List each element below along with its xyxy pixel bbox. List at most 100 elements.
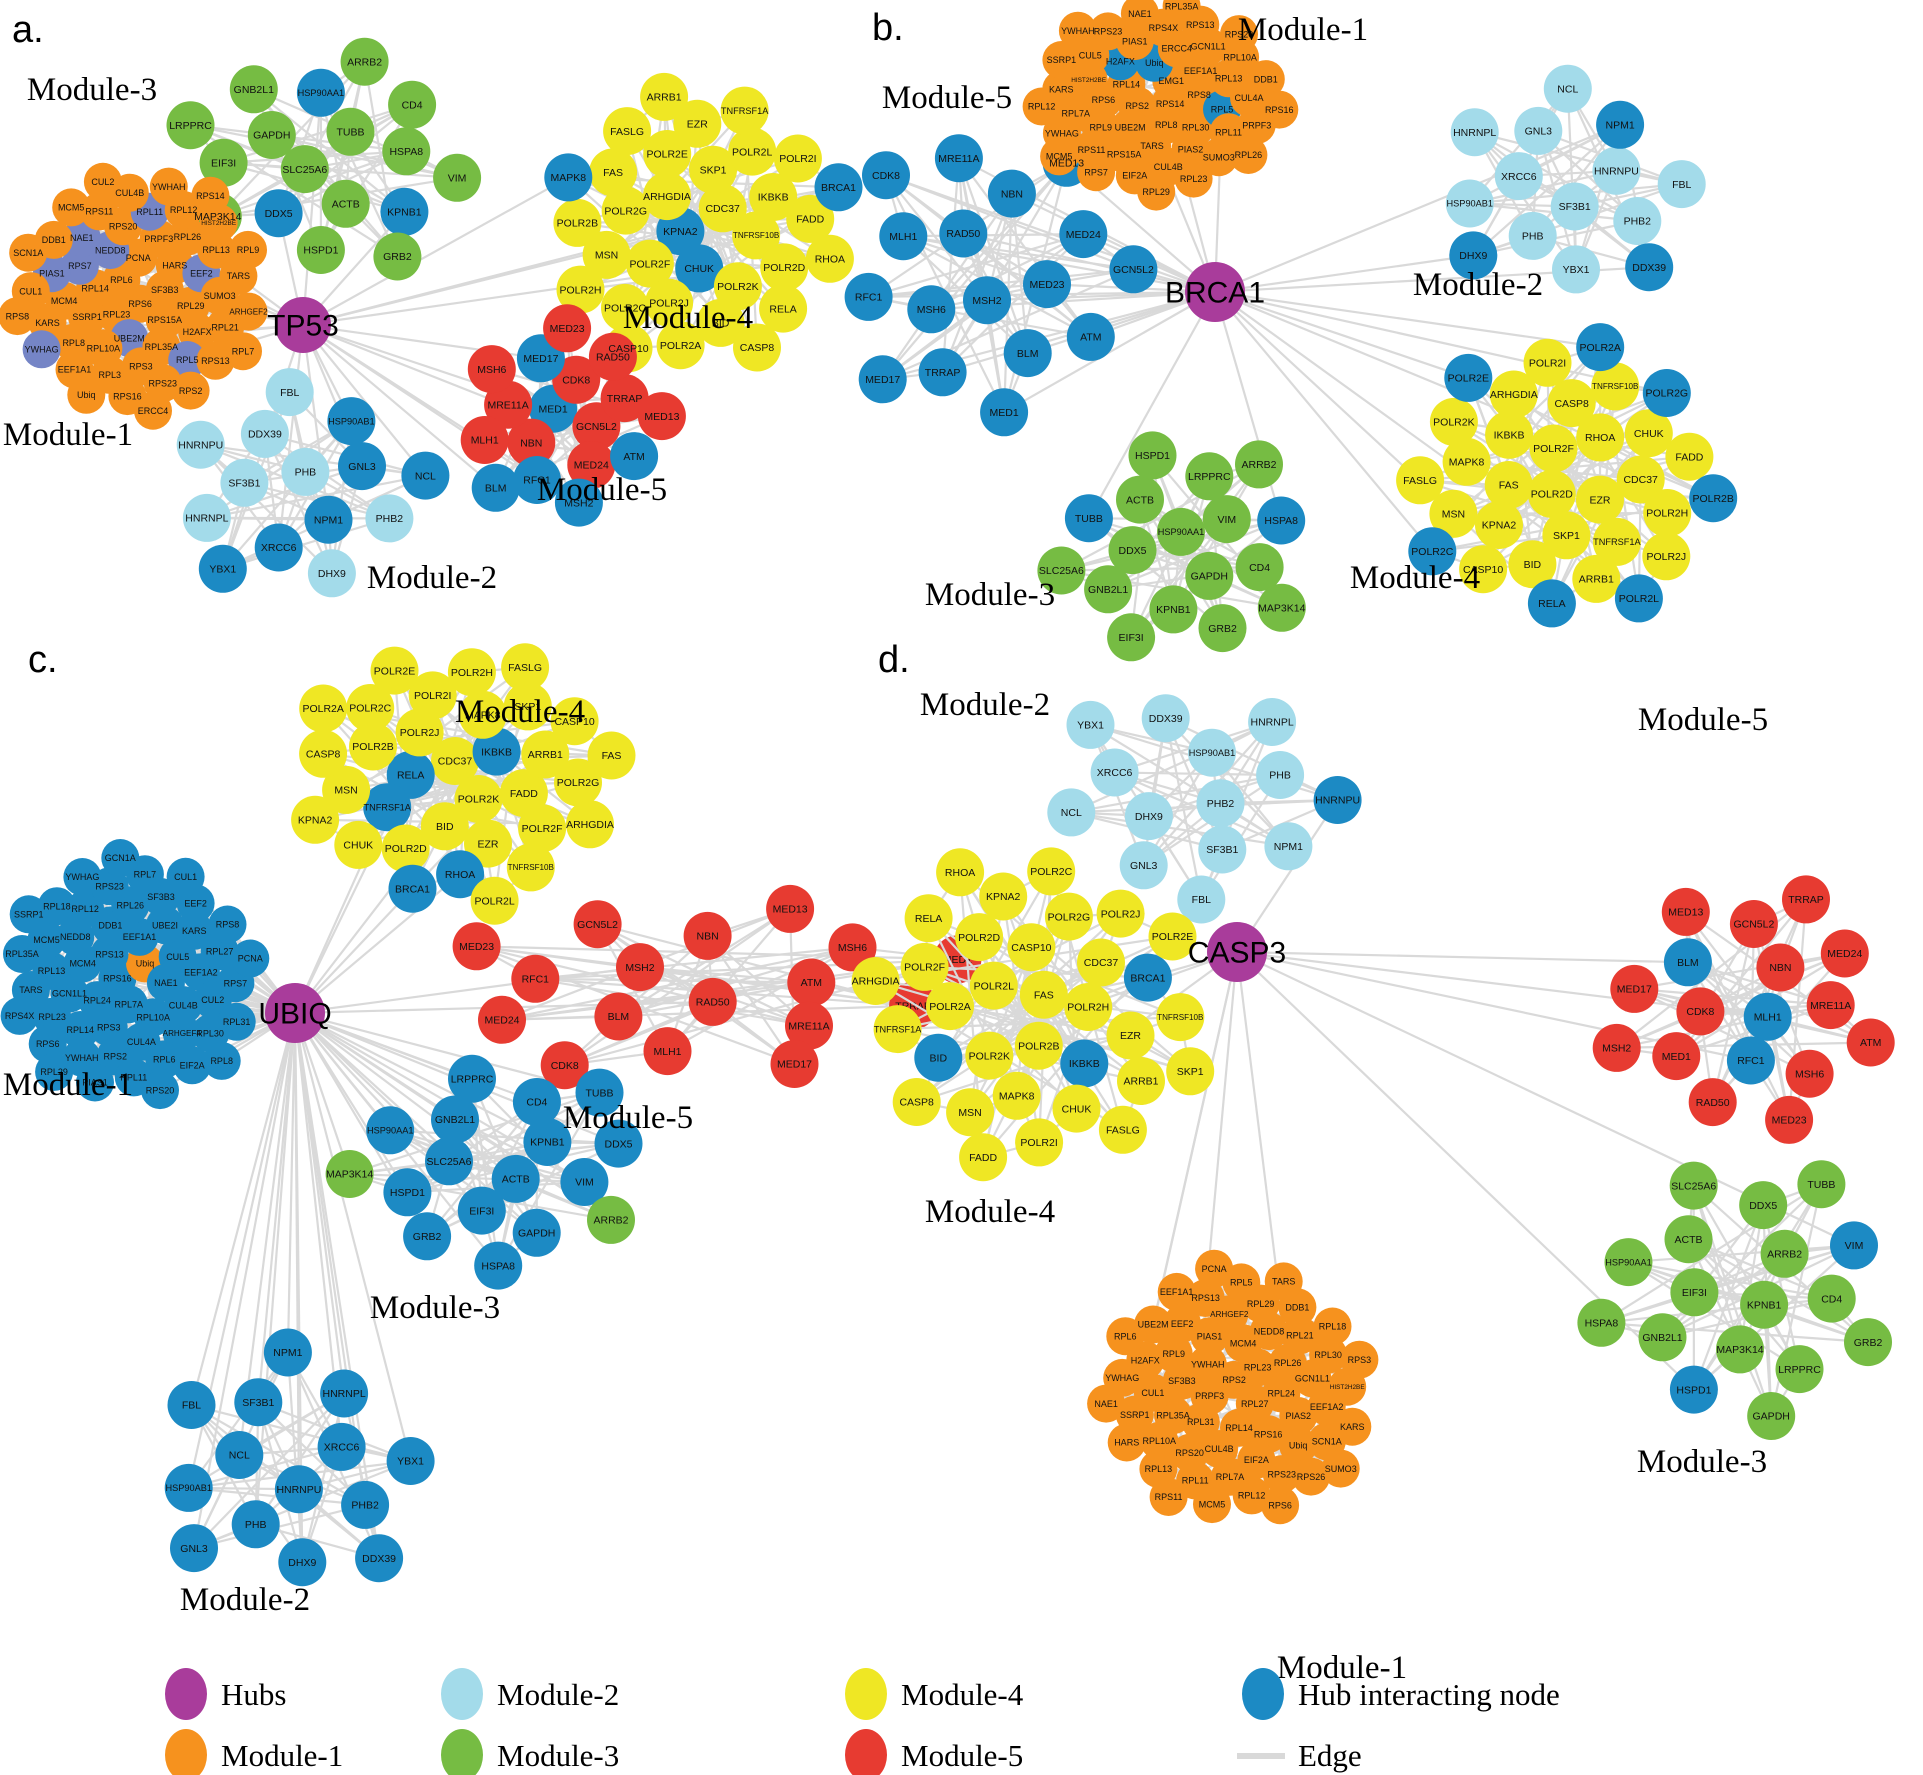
node-CD4 [1235,543,1284,592]
node-RPS16 [1260,90,1299,129]
node-POLR2D [955,913,1004,962]
node-TNFRSF10B [732,211,781,260]
edge [902,235,1048,286]
hub-edge [294,1012,517,1180]
node-label: HIST2H2BE [201,220,236,227]
node-label: SKP1 [1553,530,1580,542]
node-label: MED13 [1668,907,1703,919]
legend-label: Module-1 [221,1738,343,1773]
node-label: MSH6 [477,364,506,376]
edge [1628,1244,1855,1264]
node-NPM1 [263,1328,312,1377]
node-label: GAPDH [1753,1411,1790,1423]
node-TUBB [1797,1160,1846,1209]
legend-label: Hub interacting node [1298,1677,1560,1712]
node-LRPPRC [448,1054,496,1103]
node-label: TARS [227,271,250,281]
node-label: Ubiq [1289,1441,1308,1451]
node-label: TNFRSF10B [733,231,779,240]
node-MSH6 [828,923,877,972]
node-POLR2L [728,127,777,176]
node-label: RPL24 [1268,1389,1296,1399]
node-ATM [1066,312,1115,361]
node-DDX39 [1141,694,1190,743]
node-label: HNRNPU [178,439,223,451]
node-POLR2C [1027,847,1076,896]
node-label: RPL5 [1230,1278,1253,1288]
node-label: SSRP1 [1120,1410,1150,1420]
node-label: RPL12 [170,205,198,215]
node-label: RPS3 [97,1022,121,1032]
node-label: MRE11A [938,153,979,165]
node-CDC37 [1077,938,1125,987]
node-label: CDK8 [562,374,590,386]
node-label: RFC1 [522,973,550,985]
hub-edge [963,232,1216,294]
node-CD4 [1807,1274,1856,1323]
node-RPS11 [1149,1478,1188,1516]
node-label: TUBB [1807,1179,1835,1191]
node-ARHGDIA [566,800,614,849]
node-label: RPL14 [1113,79,1141,89]
node-label: MED23 [1772,1115,1807,1127]
module-label-d-Module-3: Module-3 [1637,1444,1767,1480]
node-NCL [401,451,450,500]
node-label: ARRB2 [1767,1248,1802,1260]
node-label: SF3B1 [228,477,260,489]
node-label: POLR2D [958,932,1000,944]
node-label: RPS2 [1222,1375,1246,1385]
node-label: BID [712,318,730,330]
node-label: TRRAP [1788,894,1824,906]
node-label: TNFRSF1A [1593,537,1641,547]
node-label: GNL3 [1525,126,1553,138]
node-TUBB [1064,494,1113,543]
node-GRB2 [1844,1318,1892,1367]
node-SUMO3 [1321,1449,1360,1488]
node-label: CUL2 [201,995,224,1005]
node-FAS [587,731,636,780]
node-label: MLH1 [653,1046,681,1058]
node-label: HNRNPU [1594,165,1639,177]
node-label: HSP90AB1 [328,416,374,426]
node-label: EIF2A [1122,171,1147,181]
node-label: KPNB1 [1156,604,1191,616]
hub-label: TP53 [267,310,339,343]
node-label: CD4 [402,99,423,111]
node-KPNA2 [1475,501,1523,549]
node-label: YWHAG [1045,128,1079,138]
node-label: KPNB1 [1747,1299,1782,1311]
node-MSN [1429,489,1478,538]
node-RAD50 [1688,1078,1737,1127]
node-MED23 [1023,260,1071,309]
edge [407,1140,548,1194]
node-label: POLR2K [969,1050,1010,1062]
node-label: RPL8 [210,1056,233,1066]
node-label: RPL7 [134,869,157,879]
node-RPL29 [35,1052,74,1091]
node-CASP8 [299,729,348,778]
node-RAD50 [939,209,988,258]
node-label: EZR [478,838,499,850]
node-RPL23 [1174,159,1213,198]
node-label: GAPDH [253,130,290,142]
node-label: TRRAP [925,367,961,379]
node-ACTB [491,1154,540,1203]
node-POLR2G [554,758,602,807]
node-GNL3 [170,1524,218,1573]
node-label: RFC1 [523,475,551,487]
node-label: RPS8 [6,311,30,321]
node-HNRNPU [274,1465,323,1514]
node-label: BID [436,821,454,833]
node-POLR2K [1429,397,1478,446]
node-NBN [987,169,1036,218]
edge [1627,1261,1801,1371]
node-label: RPS4X [5,1011,35,1021]
hub-edge [254,1012,297,1525]
node-label: ARRB2 [1241,459,1276,471]
node-RPL5 [168,341,207,379]
node-label: NPM1 [273,1347,302,1359]
node-label: POLR2J [1101,908,1141,920]
node-label: YWHAH [1061,26,1095,36]
node-MED17 [770,1040,819,1088]
node-POLR2H [556,265,605,314]
